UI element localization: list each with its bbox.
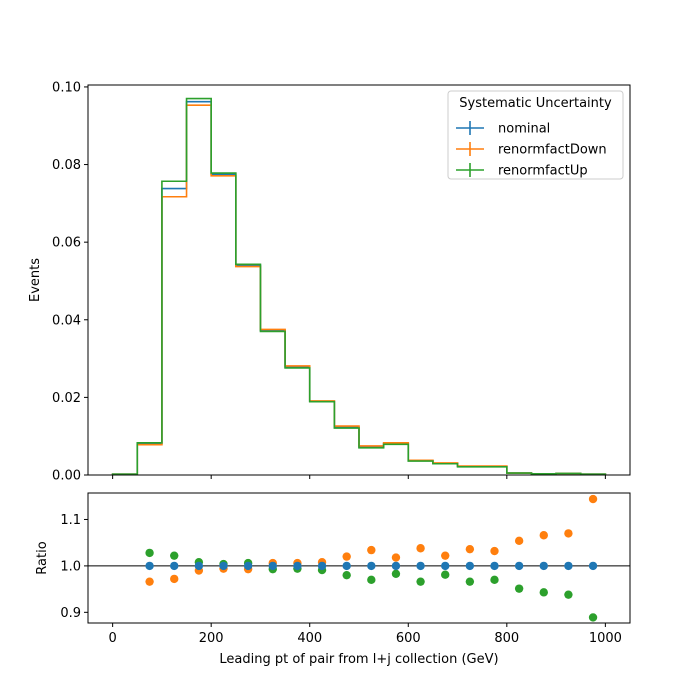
legend-box — [447, 90, 624, 180]
ratio-point-nominal — [342, 561, 351, 571]
ratio-plot-frame — [87, 492, 631, 624]
ratio-point-renormfactDown — [367, 545, 376, 555]
ratio-point-nominal — [514, 561, 524, 571]
ratio-point-nominal — [268, 561, 277, 571]
ratio-point-nominal — [465, 561, 475, 571]
ratio-point-renormfactDown — [391, 553, 401, 562]
ratio-point-nominal — [416, 561, 425, 571]
ratio-point-renormfactUp — [391, 569, 401, 578]
ratio-x-tick-label: 0 — [108, 631, 116, 646]
ratio-point-nominal — [490, 561, 499, 571]
ratio-point-renormfactUp — [514, 584, 524, 593]
ratio-x-tick-label: 1000 — [589, 631, 622, 646]
ratio-point-renormfactUp — [342, 570, 351, 580]
ratio-point-renormfactDown — [145, 577, 154, 586]
main-y-axis-label: Events — [28, 258, 43, 302]
ratio-point-renormfactUp — [416, 577, 425, 586]
ratio-point-nominal — [219, 561, 228, 571]
ratio-point-nominal — [317, 561, 327, 571]
ratio-point-nominal — [243, 561, 253, 571]
main-y-tick-label: 0.04 — [52, 313, 81, 328]
main-histogram-panel: 0.00 0.02 0.04 0.06 0.08 0.10 Events Systematic… — [28, 80, 631, 484]
ratio-x-tick-label: 600 — [396, 631, 421, 646]
ratio-y-axis-label: Ratio — [35, 541, 50, 574]
legend-label-renormfactUp: renormfactUp — [498, 164, 588, 179]
ratio-y-tick-label: 1.0 — [60, 559, 81, 574]
ratio-point-renormfactUp — [588, 613, 598, 622]
ratio-x-tick-label: 400 — [297, 631, 322, 646]
ratio-point-renormfactUp — [170, 551, 179, 560]
ratio-point-renormfactDown — [588, 494, 598, 504]
ratio-x-tick-label: 800 — [494, 631, 519, 646]
ratio-point-renormfactDown — [441, 551, 450, 560]
ratio-point-renormfactDown — [539, 531, 548, 540]
ratio-point-renormfactDown — [564, 529, 573, 538]
ratio-point-nominal — [539, 561, 548, 571]
ratio-point-renormfactDown — [465, 544, 475, 554]
ratio-point-renormfactDown — [342, 552, 351, 561]
x-axis-label: Leading pt of pair from l+j collection (… — [219, 652, 498, 667]
ratio-point-nominal — [391, 561, 401, 571]
ratio-y-tick-label: 1.1 — [60, 513, 81, 528]
ratio-y-tick-label: 0.9 — [60, 606, 81, 621]
ratio-point-renormfactUp — [441, 570, 450, 579]
ratio-point-nominal — [564, 561, 573, 571]
ratio-point-nominal — [367, 561, 376, 571]
main-y-tick-label: 0.08 — [52, 158, 81, 173]
legend-title: Systematic Uncertainty — [459, 96, 612, 111]
ratio-point-nominal — [441, 561, 450, 571]
ratio-point-renormfactDown — [416, 544, 425, 553]
ratio-point-renormfactUp — [564, 590, 573, 599]
ratio-point-nominal — [145, 561, 154, 571]
main-y-tick-label: 0.06 — [52, 236, 81, 251]
ratio-point-nominal — [194, 561, 204, 571]
ratio-point-renormfactUp — [367, 575, 376, 585]
main-y-tick-label: 0.02 — [52, 391, 81, 406]
ratio-point-nominal — [588, 561, 598, 571]
ratio-point-renormfactDown — [490, 546, 499, 556]
main-y-tick-label: 0.10 — [52, 80, 81, 95]
ratio-point-renormfactDown — [514, 536, 524, 546]
main-y-tick-label: 0.00 — [52, 469, 81, 484]
legend-label-nominal: nominal — [498, 122, 550, 137]
ratio-panel: 0.9 1.0 1.1 0 200 400 600 800 1000 Leading pt of … — [35, 492, 631, 667]
ratio-point-nominal — [293, 561, 302, 571]
ratio-point-renormfactUp — [465, 577, 475, 586]
ratio-point-renormfactUp — [539, 588, 548, 597]
ratio-point-nominal — [170, 561, 179, 571]
main-plot-frame — [87, 84, 631, 476]
ratio-point-renormfactUp — [145, 548, 154, 558]
histogram-series-renormfactUp — [111, 97, 607, 476]
ratio-point-renormfactDown — [170, 574, 179, 584]
legend-label-renormfactDown: renormfactDown — [498, 143, 607, 158]
ratio-point-renormfactUp — [490, 575, 499, 585]
ratio-x-tick-label: 200 — [199, 631, 224, 646]
